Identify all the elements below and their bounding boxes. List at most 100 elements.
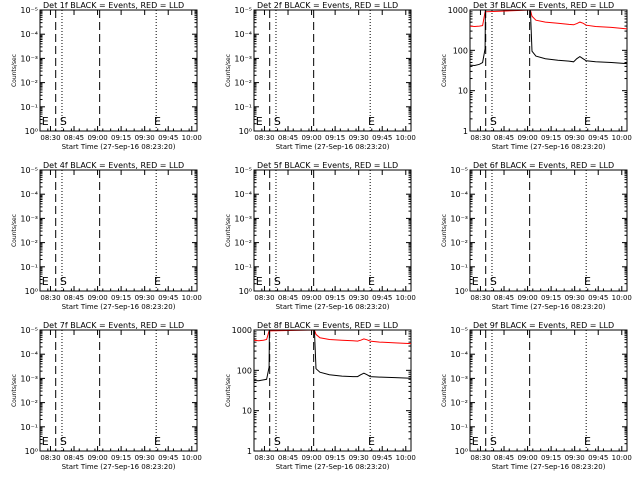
panel-title: Det 4f BLACK = Events, RED = LLD: [43, 161, 184, 170]
x-tick-label: 08:45: [278, 134, 298, 142]
panel-det-3: Det 3f BLACK = Events, RED = LLD Counts/s…: [441, 1, 632, 151]
x-tick-label: 09:00: [517, 294, 537, 302]
event-marker-s: S: [60, 275, 67, 288]
event-marker-e: E: [42, 435, 49, 448]
y-axis-label: Counts/sec: [441, 54, 448, 87]
x-tick-label: 09:45: [588, 134, 608, 142]
y-axis-label: Counts/sec: [441, 374, 448, 407]
event-marker-e: E: [584, 435, 591, 448]
panel-det-5: Det 5f BLACK = Events, RED = LLD Counts/s…: [225, 161, 416, 311]
x-tick-label: 10:00: [182, 454, 202, 462]
plot-frame: [253, 169, 412, 292]
plot-frame: [253, 9, 412, 132]
event-marker-s: S: [490, 275, 497, 288]
x-tick-label: 09:30: [565, 454, 585, 462]
series-line: [254, 330, 411, 345]
event-marker-s: S: [60, 115, 67, 128]
x-axis-label: Start Time (27-Sep-16 08:23:20): [62, 143, 176, 151]
x-tick-label: 09:00: [87, 134, 107, 142]
x-tick-label: 09:15: [111, 294, 131, 302]
y-tick-label: 10⁰: [239, 287, 252, 296]
y-tick-label: 10⁰: [455, 287, 468, 296]
x-tick-label: 09:15: [325, 454, 345, 462]
x-tick-label: 10:00: [612, 454, 632, 462]
event-marker-e: E: [368, 435, 375, 448]
panel-title: Det 8f BLACK = Events, RED = LLD: [257, 321, 398, 330]
y-tick-label: 10⁻⁵: [234, 166, 252, 175]
x-tick-label: 09:15: [541, 454, 561, 462]
y-tick-label: 10⁻²: [20, 239, 38, 248]
x-tick-label: 08:30: [40, 134, 60, 142]
y-tick-label: 10⁻⁴: [20, 350, 38, 359]
series-line: [254, 330, 411, 382]
y-tick-label: 10⁻²: [20, 399, 38, 408]
event-marker-e: E: [256, 275, 263, 288]
panel-det-8: Det 8f BLACK = Events, RED = LLD Counts/s…: [225, 321, 416, 471]
x-tick-label: 08:30: [470, 294, 490, 302]
x-tick-label: 08:45: [64, 134, 84, 142]
x-tick-label: 08:30: [254, 294, 274, 302]
y-tick-label: 100: [453, 46, 468, 55]
y-axis-label: Counts/sec: [441, 214, 448, 247]
y-tick-label: 10⁻⁴: [450, 190, 468, 199]
x-axis-label: Start Time (27-Sep-16 08:23:20): [276, 143, 390, 151]
x-tick-label: 09:30: [135, 134, 155, 142]
y-tick-label: 10⁻³: [234, 214, 252, 223]
x-tick-label: 08:45: [64, 294, 84, 302]
y-tick-label: 10⁰: [25, 447, 38, 456]
x-tick-label: 10:00: [612, 294, 632, 302]
x-axis-label: Start Time (27-Sep-16 08:23:20): [492, 143, 606, 151]
y-tick-label: 1000: [448, 6, 468, 15]
y-tick-label: 10⁻³: [450, 214, 468, 223]
panel-title: Det 1f BLACK = Events, RED = LLD: [43, 1, 184, 10]
x-tick-label: 08:45: [494, 294, 514, 302]
y-tick-label: 10⁰: [239, 127, 252, 136]
panel-det-4: Det 4f BLACK = Events, RED = LLD Counts/s…: [11, 161, 202, 311]
panel-det-7: Det 7f BLACK = Events, RED = LLD Counts/s…: [11, 321, 202, 471]
y-tick-label: 1: [247, 447, 252, 456]
x-tick-label: 09:00: [301, 454, 321, 462]
y-tick-label: 10: [242, 407, 252, 416]
x-tick-label: 09:00: [301, 134, 321, 142]
y-tick-label: 10⁻⁴: [450, 350, 468, 359]
y-tick-label: 10⁰: [25, 127, 38, 136]
event-marker-s: S: [60, 435, 67, 448]
x-tick-label: 09:30: [135, 294, 155, 302]
panel-title: Det 7f BLACK = Events, RED = LLD: [43, 321, 184, 330]
y-axis-label: Counts/sec: [225, 374, 232, 407]
y-tick-label: 10⁻⁴: [20, 30, 38, 39]
x-tick-label: 09:45: [372, 294, 392, 302]
y-axis-label: Counts/sec: [225, 54, 232, 87]
x-tick-label: 09:00: [517, 134, 537, 142]
x-tick-label: 08:45: [494, 134, 514, 142]
x-tick-label: 08:30: [254, 454, 274, 462]
x-tick-label: 10:00: [396, 134, 416, 142]
x-tick-label: 10:00: [182, 134, 202, 142]
panel-title: Det 5f BLACK = Events, RED = LLD: [257, 161, 398, 170]
plot-frame: [253, 329, 412, 452]
y-tick-label: 10⁻²: [20, 79, 38, 88]
y-tick-label: 10⁻¹: [450, 263, 468, 272]
x-axis-label: Start Time (27-Sep-16 08:23:20): [62, 303, 176, 311]
x-tick-label: 09:45: [372, 134, 392, 142]
y-tick-label: 10⁻²: [234, 239, 252, 248]
y-tick-label: 10⁻⁵: [20, 166, 38, 175]
x-tick-label: 09:30: [349, 134, 369, 142]
event-marker-e: E: [42, 115, 49, 128]
x-tick-label: 09:30: [349, 454, 369, 462]
y-tick-label: 10⁰: [25, 287, 38, 296]
event-marker-e: E: [368, 115, 375, 128]
x-tick-label: 08:45: [64, 454, 84, 462]
event-marker-e: E: [472, 275, 479, 288]
panel-det-9: Det 9f BLACK = Events, RED = LLD Counts/s…: [441, 321, 632, 471]
event-marker-e: E: [154, 435, 161, 448]
y-tick-label: 10⁻¹: [20, 103, 38, 112]
x-tick-label: 08:45: [278, 454, 298, 462]
panel-det-1: Det 1f BLACK = Events, RED = LLD Counts/s…: [11, 1, 202, 151]
event-marker-e: E: [42, 275, 49, 288]
y-axis-label: Counts/sec: [225, 214, 232, 247]
y-tick-label: 100: [237, 366, 252, 375]
x-tick-label: 09:45: [372, 454, 392, 462]
y-tick-label: 10⁻³: [20, 374, 38, 383]
